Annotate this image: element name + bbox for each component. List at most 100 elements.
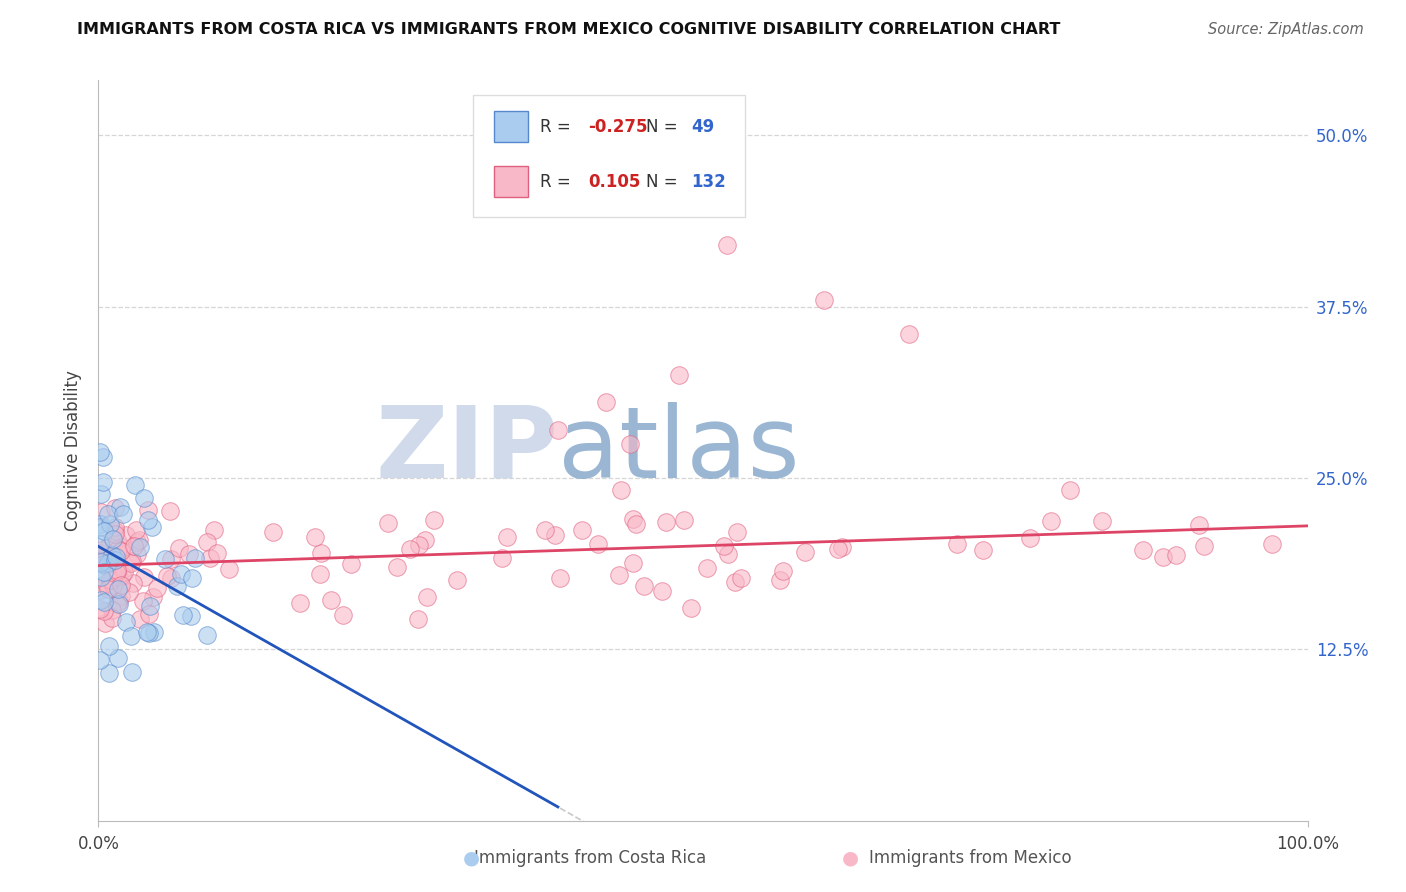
Point xyxy=(124,539,146,553)
Point xyxy=(160,551,183,566)
Point xyxy=(101,611,124,625)
Point xyxy=(89,520,111,534)
Point xyxy=(408,538,430,552)
Point xyxy=(621,556,644,570)
Point xyxy=(717,547,740,561)
Point xyxy=(100,603,122,617)
Point xyxy=(90,592,112,607)
Point xyxy=(406,612,429,626)
Point xyxy=(115,615,138,630)
Point xyxy=(111,508,134,522)
Point xyxy=(946,536,969,550)
Point xyxy=(496,530,519,544)
Point xyxy=(159,504,181,518)
Text: IMMIGRANTS FROM COSTA RICA VS IMMIGRANTS FROM MEXICO COGNITIVE DISABILITY CORREL: IMMIGRANTS FROM COSTA RICA VS IMMIGRANTS… xyxy=(77,22,1060,37)
Point xyxy=(121,576,143,591)
Point xyxy=(125,523,148,537)
Point xyxy=(98,639,121,653)
Point xyxy=(101,549,124,563)
Point xyxy=(696,561,718,575)
Point xyxy=(94,615,117,630)
Text: ●: ● xyxy=(463,848,479,867)
Point xyxy=(1039,514,1062,528)
Point xyxy=(681,601,703,615)
Point xyxy=(91,450,114,465)
Point xyxy=(716,237,738,252)
Point xyxy=(180,609,202,624)
Point xyxy=(205,545,228,559)
Point xyxy=(110,578,132,592)
Text: Source: ZipAtlas.com: Source: ZipAtlas.com xyxy=(1208,22,1364,37)
Point xyxy=(101,578,124,592)
Point xyxy=(610,483,633,497)
Point xyxy=(340,557,363,571)
Point xyxy=(90,542,112,557)
Point xyxy=(169,541,191,555)
Point xyxy=(142,625,165,640)
Point xyxy=(619,436,641,450)
Text: Immigrants from Mexico: Immigrants from Mexico xyxy=(869,849,1071,867)
Point xyxy=(107,597,129,611)
Point xyxy=(831,540,853,554)
FancyBboxPatch shape xyxy=(494,112,527,143)
Point xyxy=(107,541,129,556)
Point xyxy=(624,516,647,531)
Point xyxy=(813,293,835,307)
Point xyxy=(607,568,630,582)
Point xyxy=(91,550,114,565)
Point xyxy=(166,579,188,593)
Point xyxy=(128,533,150,548)
Point xyxy=(595,395,617,409)
Point xyxy=(138,625,160,640)
Point xyxy=(142,590,165,604)
Point xyxy=(304,530,326,544)
Point xyxy=(91,558,114,572)
Point xyxy=(120,629,142,643)
Point xyxy=(1132,542,1154,557)
Point xyxy=(141,520,163,534)
Point xyxy=(97,556,120,570)
Point xyxy=(416,591,439,605)
Point xyxy=(107,582,129,596)
Point xyxy=(1261,537,1284,551)
Point xyxy=(547,423,569,437)
Text: R =: R = xyxy=(540,173,576,191)
Point xyxy=(118,584,141,599)
Point xyxy=(127,547,149,561)
Point xyxy=(772,564,794,578)
Point xyxy=(129,540,152,554)
Point xyxy=(115,527,138,541)
Point xyxy=(105,549,128,564)
Point xyxy=(94,559,117,574)
Point xyxy=(89,546,111,560)
Point xyxy=(544,527,567,541)
Point xyxy=(98,516,121,531)
Point xyxy=(413,533,436,547)
Text: ZIP: ZIP xyxy=(375,402,558,499)
Point xyxy=(309,566,332,581)
Point xyxy=(112,565,135,579)
Point xyxy=(90,505,112,519)
Point xyxy=(103,553,125,567)
Point xyxy=(446,574,468,588)
Point xyxy=(98,665,121,680)
Point xyxy=(120,556,142,570)
Point xyxy=(1019,531,1042,545)
Point xyxy=(89,537,111,551)
Point xyxy=(571,523,593,537)
Text: -0.275: -0.275 xyxy=(588,118,648,136)
Text: 49: 49 xyxy=(690,118,714,136)
Point xyxy=(121,554,143,568)
Point xyxy=(533,523,555,537)
Point xyxy=(668,368,690,382)
Point xyxy=(200,551,222,566)
Text: N =: N = xyxy=(647,118,683,136)
Point xyxy=(97,507,120,521)
Point xyxy=(89,516,111,531)
Point xyxy=(97,538,120,552)
Point xyxy=(332,607,354,622)
Point xyxy=(1188,518,1211,533)
Point xyxy=(1192,539,1215,553)
Point xyxy=(111,567,134,582)
Point xyxy=(309,546,332,560)
